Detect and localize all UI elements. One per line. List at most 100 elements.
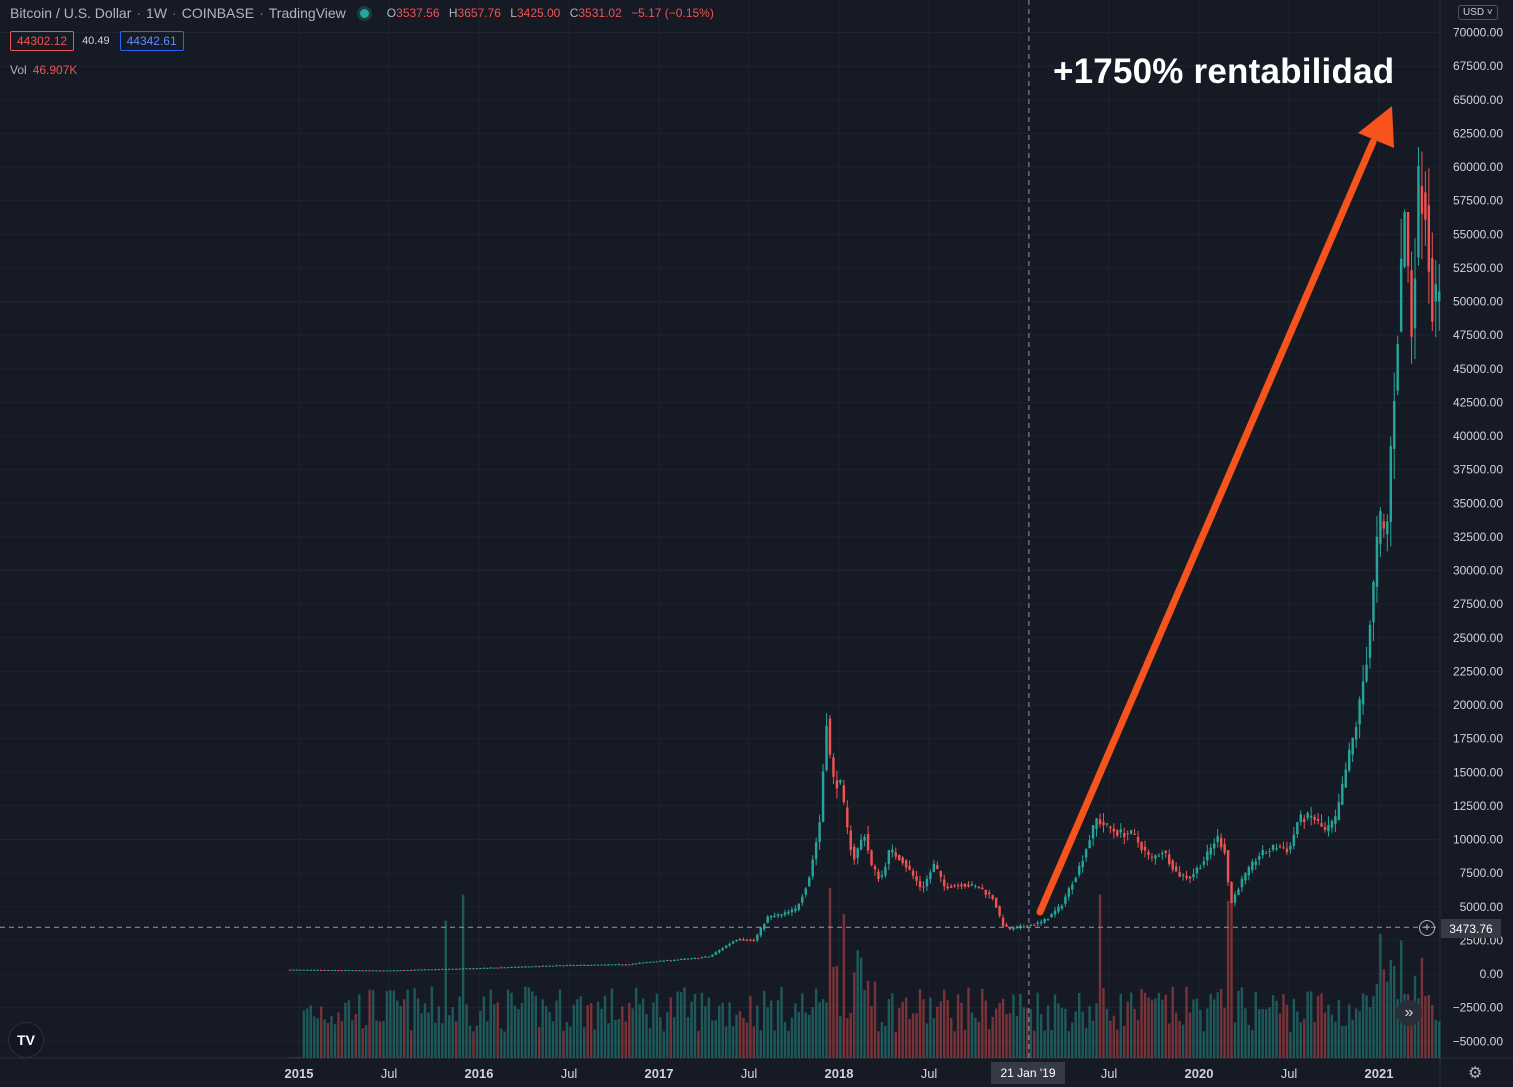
candle-body xyxy=(368,970,371,972)
candle-body xyxy=(292,969,295,971)
candle-body xyxy=(1223,844,1226,853)
annotation-text[interactable]: +1750% rentabilidad xyxy=(1053,52,1395,91)
candle-body xyxy=(344,970,347,972)
ohlc-values: O3537.56 H3657.76 L3425.00 C3531.02 −5.1… xyxy=(386,6,714,20)
candle-body xyxy=(1213,843,1216,849)
volume-bar xyxy=(721,1002,724,1058)
candle-body xyxy=(1199,867,1202,869)
volume-bar xyxy=(963,1029,967,1058)
time-tick-label: 2017 xyxy=(645,1066,674,1081)
candle-body xyxy=(936,865,939,870)
interval-label[interactable]: 1W xyxy=(146,5,168,21)
volume-bar xyxy=(437,1006,441,1058)
candle-body xyxy=(922,886,925,888)
price-tick-label: 70000.00 xyxy=(1453,26,1503,40)
volume-bar xyxy=(839,1016,842,1058)
volume-bar xyxy=(596,1001,600,1058)
volume-bar xyxy=(416,998,420,1058)
currency-selector[interactable]: USD ˅ xyxy=(1458,5,1498,20)
candle-body xyxy=(1261,850,1264,856)
candle-body xyxy=(994,897,998,908)
candle-body xyxy=(1195,867,1199,874)
candle-body xyxy=(593,964,596,966)
candle-body xyxy=(1078,866,1081,875)
sell-price-box[interactable]: 44302.12 xyxy=(10,31,75,51)
volume-bar xyxy=(1001,998,1005,1058)
price-tick-label: 52500.00 xyxy=(1453,261,1503,275)
candle-body xyxy=(510,966,513,968)
indicator-legend[interactable]: 44302.12 40.49 44342.61 xyxy=(10,31,192,51)
volume-bar xyxy=(1019,993,1022,1058)
candle-body xyxy=(454,968,458,970)
candle-body xyxy=(853,846,856,860)
volume-bar xyxy=(569,1026,572,1058)
candle-body xyxy=(461,968,465,970)
candle-body xyxy=(489,967,492,969)
volume-bar xyxy=(1240,987,1244,1058)
scroll-forward-icon[interactable]: » xyxy=(1396,1000,1422,1026)
volume-bar xyxy=(544,1006,548,1058)
volume-bar xyxy=(887,998,891,1058)
volume-bar xyxy=(967,987,970,1058)
candle-body xyxy=(1399,258,1403,332)
candle-body xyxy=(766,916,769,923)
volume-bar xyxy=(1043,1030,1046,1058)
candle-body xyxy=(1327,825,1330,832)
time-tick-label: 2021 xyxy=(1365,1066,1394,1081)
candle-body xyxy=(1074,877,1077,883)
candle-body xyxy=(939,870,942,877)
tradingview-logo-icon[interactable]: TV xyxy=(8,1022,44,1058)
candle-body xyxy=(808,877,811,887)
symbol-legend[interactable]: Bitcoin / U.S. Dollar · 1W · COINBASE · … xyxy=(10,5,720,21)
volume-bar xyxy=(943,989,946,1058)
candle-body xyxy=(1316,819,1320,821)
volume-bar xyxy=(1140,988,1143,1058)
volume-bar xyxy=(1396,999,1399,1058)
volume-bar xyxy=(413,988,416,1058)
volume-bar xyxy=(1033,1030,1036,1058)
volume-bar xyxy=(1420,957,1424,1058)
volume-bar xyxy=(1434,1019,1437,1058)
volume-bar xyxy=(621,1006,624,1058)
symbol-name[interactable]: Bitcoin / U.S. Dollar xyxy=(10,5,132,21)
candle-body xyxy=(1268,850,1271,852)
volume-bar xyxy=(1053,994,1057,1058)
volume-bar xyxy=(1022,1007,1026,1058)
candle-body xyxy=(641,962,645,964)
candle-body xyxy=(1365,664,1368,682)
candle-body xyxy=(458,968,461,970)
volume-legend[interactable]: Vol 46.907K xyxy=(10,63,77,77)
candle-body xyxy=(1244,873,1247,881)
volume-bar xyxy=(1358,1011,1361,1058)
volume-bar xyxy=(309,1005,312,1058)
candle-body xyxy=(1188,876,1192,879)
volume-bar xyxy=(946,999,949,1058)
volume-bar xyxy=(842,914,846,1058)
candle-body xyxy=(981,887,984,890)
volume-bar xyxy=(1091,1020,1095,1058)
arrow-head xyxy=(1358,106,1394,148)
volume-bar xyxy=(444,920,447,1058)
volume-bar xyxy=(1278,1013,1282,1058)
candle-body xyxy=(423,969,427,971)
plus-circle-icon[interactable]: + xyxy=(1419,920,1435,936)
volume-bar xyxy=(894,1031,897,1058)
candle-body xyxy=(496,967,499,969)
gear-icon[interactable]: ⚙ xyxy=(1468,1065,1483,1082)
volume-bar xyxy=(742,1017,745,1058)
candle-body xyxy=(569,964,572,966)
buy-price-box[interactable]: 44342.61 xyxy=(119,31,184,51)
time-tick-label: Jul xyxy=(1101,1066,1118,1081)
candle-body xyxy=(351,970,354,972)
candle-body xyxy=(541,965,544,967)
candle-body xyxy=(1171,860,1174,870)
candle-body xyxy=(988,892,991,895)
volume-bar xyxy=(1410,1006,1413,1058)
candle-body xyxy=(714,952,717,955)
candle-body xyxy=(742,939,745,941)
candle-body xyxy=(963,883,967,887)
candle-body xyxy=(1278,846,1282,848)
candle-body xyxy=(735,939,738,942)
candle-body xyxy=(1129,830,1133,834)
